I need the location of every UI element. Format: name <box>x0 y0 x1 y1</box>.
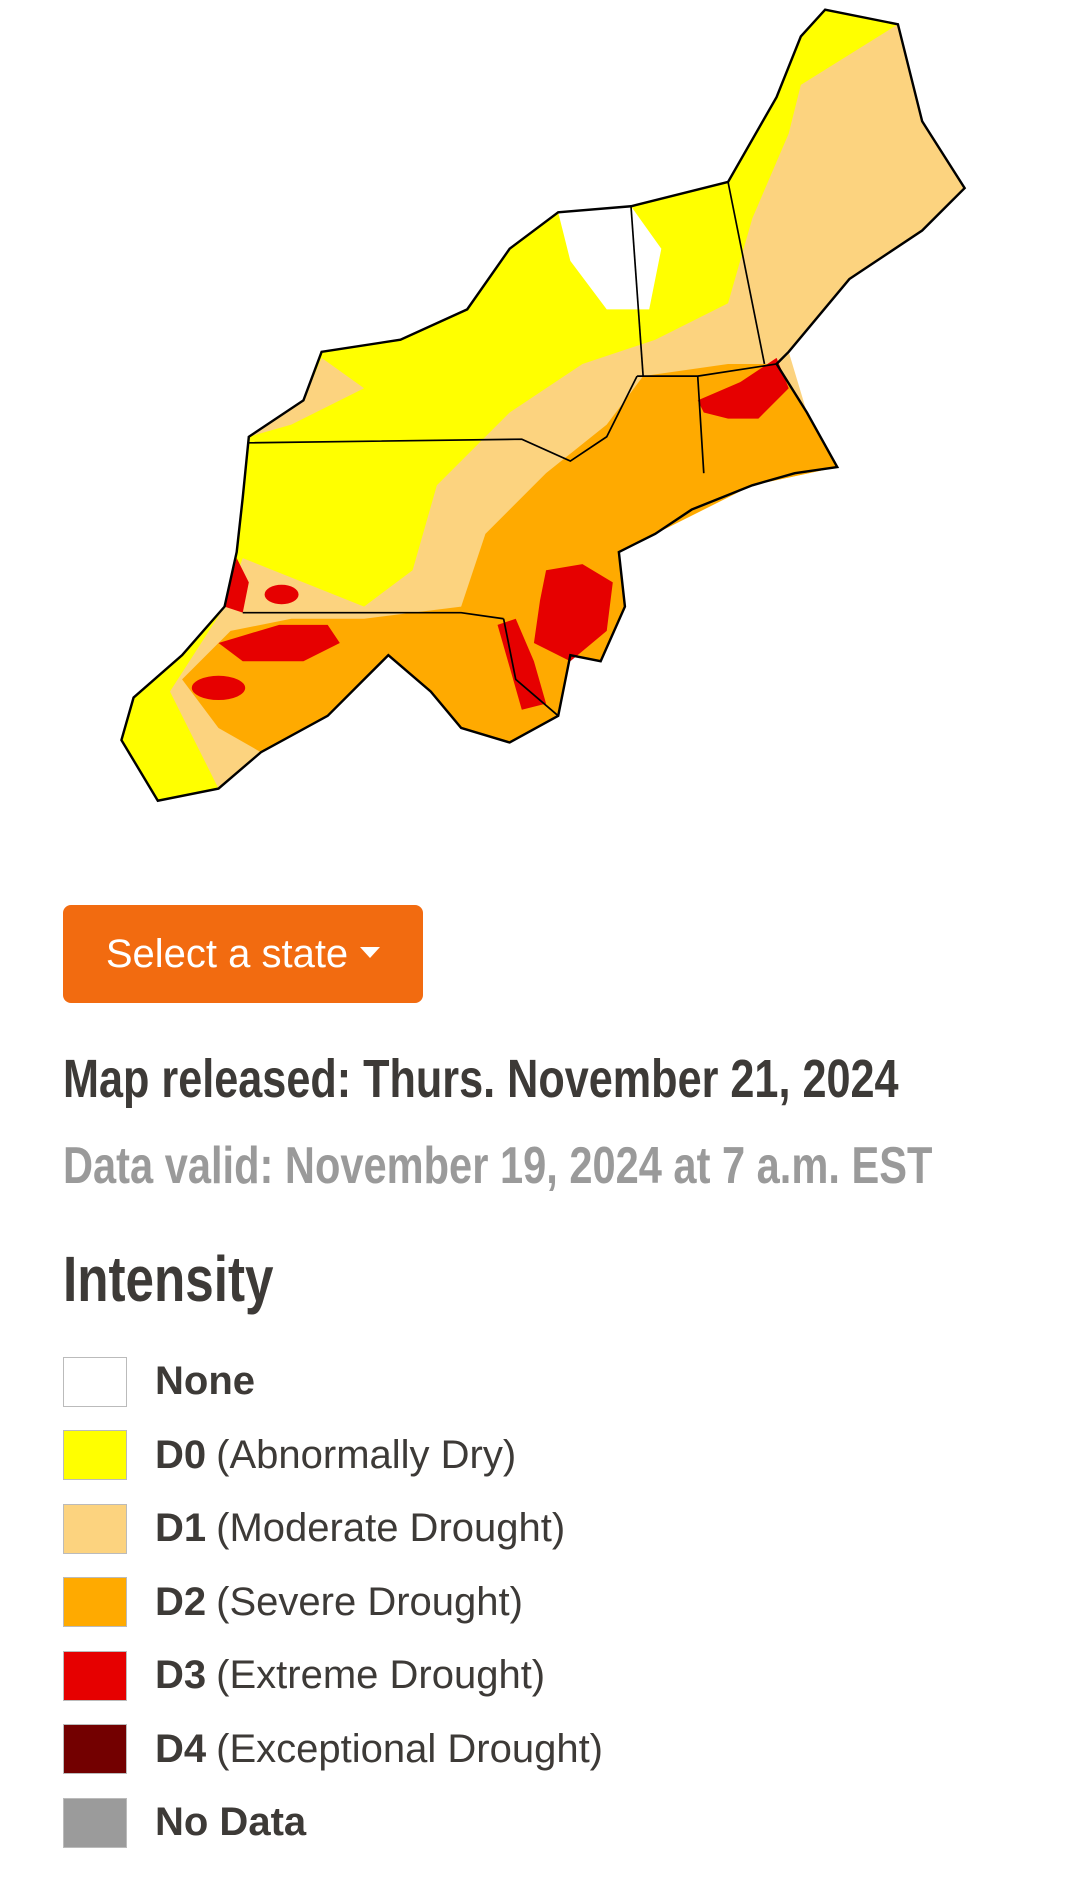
region-d3-de <box>497 618 547 710</box>
legend-code: D3 <box>155 1653 207 1698</box>
legend-row: D1 (Moderate Drought) <box>63 1492 603 1566</box>
region-d3-ma <box>697 357 789 419</box>
legend-title: Intensity <box>63 1243 274 1315</box>
dropdown-caret <box>360 946 381 958</box>
legend-code: D0 <box>155 1432 207 1477</box>
drought-map <box>120 8 967 803</box>
legend-swatch <box>63 1724 127 1775</box>
legend-swatch <box>63 1577 127 1628</box>
state-borders <box>242 181 777 717</box>
region-d3-pa <box>264 584 299 605</box>
region-d3-wv2 <box>191 675 246 701</box>
legend-swatch <box>63 1797 127 1848</box>
region-d3-nj <box>533 564 613 662</box>
select-state-button[interactable]: Select a state <box>63 905 423 1003</box>
data-valid: Data valid: November 19, 2024 at 7 a.m. … <box>63 1137 933 1195</box>
legend: None D0 (Abnormally Dry) D1 (Moderate Drough… <box>63 1345 603 1860</box>
region-none <box>558 206 662 310</box>
legend-swatch <box>63 1356 127 1407</box>
legend-text: D4 (Exceptional Drought) <box>155 1727 603 1772</box>
legend-description: (Moderate Drought) <box>216 1506 566 1551</box>
legend-text: D0 (Abnormally Dry) <box>155 1433 516 1478</box>
legend-description: (Extreme Drought) <box>216 1653 546 1698</box>
legend-row: D2 (Severe Drought) <box>63 1566 603 1640</box>
legend-label: No Data <box>155 1800 307 1845</box>
legend-text: None <box>155 1359 255 1404</box>
region-d2 <box>182 363 838 753</box>
legend-text: D3 (Extreme Drought) <box>155 1653 545 1698</box>
legend-code: D4 <box>155 1726 207 1771</box>
legend-swatch <box>63 1503 127 1554</box>
select-state-label: Select a state <box>105 931 349 976</box>
legend-swatch <box>63 1430 127 1481</box>
region-d3-md <box>224 558 249 613</box>
legend-row: D3 (Extreme Drought) <box>63 1639 603 1713</box>
legend-text: No Data <box>155 1800 306 1845</box>
legend-row: D4 (Exceptional Drought) <box>63 1713 603 1787</box>
legend-code: D1 <box>155 1506 207 1551</box>
legend-row: D0 (Abnormally Dry) <box>63 1419 603 1493</box>
legend-description: (Exceptional Drought) <box>216 1726 603 1771</box>
region-d1-west <box>248 357 365 437</box>
legend-code: D2 <box>155 1579 207 1624</box>
legend-label: None <box>155 1359 255 1404</box>
legend-text: D1 (Moderate Drought) <box>155 1506 565 1551</box>
legend-row: No Data <box>63 1786 603 1860</box>
map-released: Map released: Thurs. November 21, 2024 <box>63 1049 899 1109</box>
region-d1 <box>169 24 965 789</box>
legend-swatch <box>63 1650 127 1701</box>
legend-description: (Abnormally Dry) <box>216 1432 517 1477</box>
legend-description: (Severe Drought) <box>216 1579 523 1624</box>
map-outline <box>120 8 967 803</box>
legend-text: D2 (Severe Drought) <box>155 1580 523 1625</box>
legend-row: None <box>63 1345 603 1419</box>
